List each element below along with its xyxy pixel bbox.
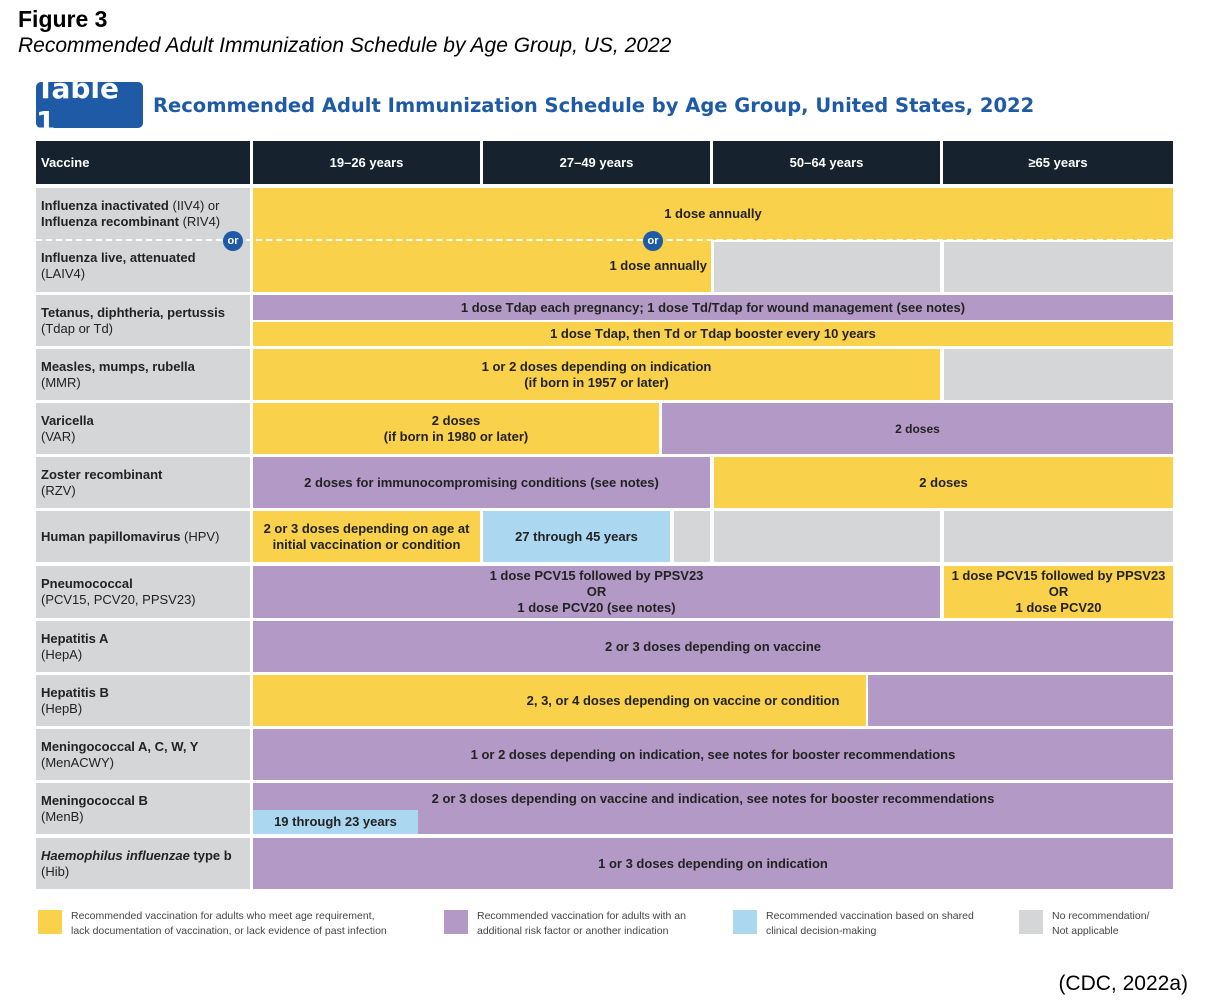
vaccine-influenza-inactivated: Influenza inactivated (IIV4) or Influenz…: [36, 188, 250, 240]
bar-hpv-na: [714, 511, 940, 562]
bar-influenza-live-na-65: [944, 242, 1173, 292]
bar-varicella-age: 2 doses (if born in 1980 or later): [253, 403, 659, 454]
bar-hpv-na: [944, 511, 1173, 562]
legend-swatch-blue: [733, 910, 757, 934]
or-divider: [36, 239, 1173, 241]
vaccine-varicella: Varicella (VAR): [36, 403, 250, 454]
bar-influenza-live: 1 dose annually: [253, 240, 711, 292]
legend-swatch-yellow: [38, 910, 62, 934]
legend-text-gray: No recommendation/Not applicable: [1052, 910, 1150, 937]
legend-text-purple: Recommended vaccination for adults with …: [477, 910, 686, 937]
bar-hepb-risk: [868, 675, 1173, 726]
figure-label: Figure 3: [18, 6, 108, 32]
bar-influenza-live-na-50-64: [714, 242, 940, 292]
vaccine-zoster: Zoster recombinant (RZV): [36, 457, 250, 508]
citation: (CDC, 2022a): [1058, 972, 1188, 995]
table-badge: Table 1: [36, 72, 143, 138]
bar-hpv-shared: 27 through 45 years: [483, 511, 670, 562]
vaccine-hpv: Human papillomavirus (HPV): [36, 511, 250, 562]
legend-text-yellow: Recommended vaccination for adults who m…: [71, 910, 387, 937]
header-vaccine: Vaccine: [36, 141, 250, 184]
vaccine-hepb: Hepatitis B (HepB): [36, 675, 250, 726]
bar-mmr: 1 or 2 doses depending on indication (if …: [253, 349, 940, 400]
vaccine-menb: Meningococcal B (MenB): [36, 783, 250, 834]
bar-zoster-age: 2 doses: [714, 457, 1173, 508]
table-title: Recommended Adult Immunization Schedule …: [153, 94, 1035, 117]
vaccine-influenza-live: Influenza live, attenuated (LAIV4): [36, 240, 250, 292]
bar-mmr-na: [944, 349, 1173, 400]
header-27-49: 27–49 years: [483, 141, 710, 184]
bar-pneumococcal-age: 1 dose PCV15 followed by PPSV23 OR 1 dose …: [944, 566, 1173, 618]
bar-zoster-risk: 2 doses for immunocompromising condition…: [253, 457, 710, 508]
legend-swatch-gray: [1019, 910, 1043, 934]
bar-hib: 1 or 3 doses depending on indication: [253, 838, 1173, 889]
vaccine-tdap: Tetanus, diphtheria, pertussis (Tdap or T…: [36, 295, 250, 346]
vaccine-pneumococcal: Pneumococcal (PCV15, PCV20, PPSV23): [36, 566, 250, 618]
bar-tdap-booster: 1 dose Tdap, then Td or Tdap booster eve…: [253, 322, 1173, 346]
or-badge: or: [643, 231, 663, 251]
vaccine-menacwy: Meningococcal A, C, W, Y (MenACWY): [36, 729, 250, 780]
vaccine-hib: Haemophilus influenzae type b (Hib): [36, 838, 250, 889]
header-19-26: 19–26 years: [253, 141, 480, 184]
bar-hepb-text: 2, 3, or 4 doses depending on vaccine or…: [526, 692, 840, 708]
vaccine-mmr: Measles, mumps, rubella (MMR): [36, 349, 250, 400]
bar-tdap-pregnancy: 1 dose Tdap each pregnancy; 1 dose Td/Td…: [253, 295, 1173, 320]
bar-influenza-inactivated: 1 dose annually: [253, 188, 1173, 240]
bar-hepa: 2 or 3 doses depending on vaccine: [253, 621, 1173, 672]
legend-swatch-purple: [444, 910, 468, 934]
bar-hepb-age: [253, 675, 866, 726]
bar-hpv-na: [674, 511, 710, 562]
bar-menb-shared: 19 through 23 years: [253, 810, 418, 834]
header-50-64: 50–64 years: [713, 141, 940, 184]
bar-varicella-risk: 2 doses: [662, 403, 1173, 454]
header-65-plus: ≥65 years: [943, 141, 1173, 184]
bar-hpv-age: 2 or 3 doses depending on age at initial …: [253, 511, 480, 562]
figure-subtitle: Recommended Adult Immunization Schedule …: [18, 34, 672, 57]
bar-pneumococcal-risk: 1 dose PCV15 followed by PPSV23 OR 1 dose …: [253, 566, 940, 618]
legend-text-blue: Recommended vaccination based on shared c…: [766, 910, 974, 937]
or-badge: or: [223, 231, 243, 251]
vaccine-hepa: Hepatitis A (HepA): [36, 621, 250, 672]
bar-menacwy: 1 or 2 doses depending on indication, se…: [253, 729, 1173, 780]
